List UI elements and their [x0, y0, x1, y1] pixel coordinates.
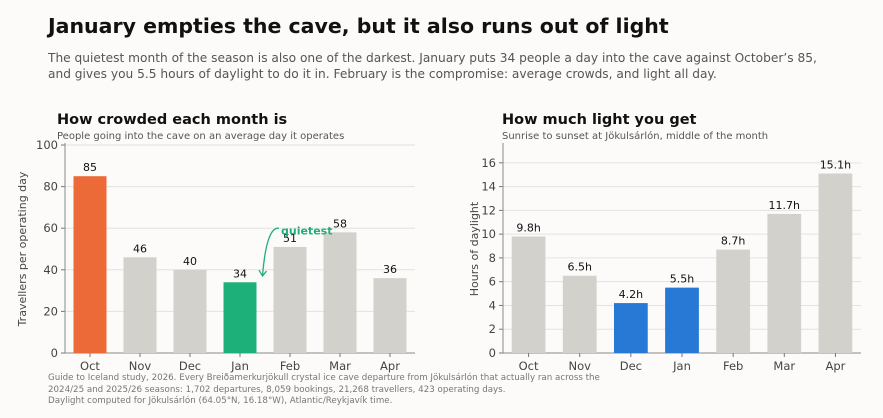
- footer-line-3: Daylight computed for Jökulsárlón (64.05…: [48, 396, 393, 406]
- bar-oct: [73, 176, 107, 353]
- data-label: 4.2h: [619, 288, 643, 301]
- y-tick-label: 60: [43, 221, 58, 235]
- x-tick-label: Feb: [280, 359, 300, 373]
- headline: January empties the cave, but it also ru…: [48, 14, 669, 38]
- data-label: 51: [283, 232, 297, 245]
- bar-dec: [173, 269, 207, 353]
- x-tick-label: Nov: [568, 359, 591, 373]
- y-tick-label: 0: [489, 346, 496, 360]
- bar-dec: [613, 303, 648, 353]
- dek: The quietest month of the season is also…: [48, 50, 848, 82]
- data-label: 8.7h: [721, 235, 745, 248]
- data-label: 9.8h: [516, 222, 540, 235]
- bar-nov: [562, 275, 597, 353]
- data-label: 34: [233, 267, 247, 280]
- data-label: 46: [133, 242, 147, 255]
- y-tick-label: 10: [481, 227, 496, 241]
- x-tick-label: Dec: [620, 359, 642, 373]
- data-label: 6.5h: [567, 261, 591, 274]
- footer-line-2: 2024/25 and 2025/26 seasons: 1,702 depar…: [48, 384, 506, 395]
- bar-feb: [716, 249, 751, 353]
- bar-mar: [767, 213, 802, 353]
- data-label: 85: [83, 161, 97, 174]
- y-tick-label: 100: [36, 138, 58, 152]
- annotation-label: quietest: [281, 224, 332, 237]
- footer-line-1: Guide to Iceland study, 2026. Every Brei…: [48, 373, 600, 383]
- chart-title: How much light you get: [502, 112, 697, 128]
- y-tick-label: 12: [481, 203, 496, 217]
- x-tick-label: Jan: [672, 359, 691, 373]
- x-tick-label: Oct: [80, 359, 100, 373]
- dek-line-2: and gives you 5.5 hours of daylight to d…: [48, 67, 717, 81]
- x-tick-label: Jan: [230, 359, 249, 373]
- chart-subtitle: People going into the cave on an average…: [57, 131, 344, 142]
- y-tick-label: 16: [481, 156, 496, 170]
- y-tick-label: 80: [43, 180, 58, 194]
- bar-jan: [665, 287, 699, 353]
- x-tick-label: Apr: [825, 359, 845, 373]
- x-tick-label: Oct: [519, 359, 539, 373]
- bar-nov: [123, 257, 157, 353]
- data-label: 5.5h: [670, 273, 694, 286]
- chart-subtitle: Sunrise to sunset at Jökulsárlón, middle…: [502, 130, 768, 142]
- bar-jan: [223, 282, 257, 353]
- y-tick-label: 6: [489, 275, 496, 289]
- x-tick-label: Apr: [380, 359, 400, 373]
- y-tick-label: 0: [51, 346, 58, 360]
- x-tick-label: Dec: [179, 359, 201, 373]
- y-tick-label: 40: [43, 263, 58, 277]
- x-tick-label: Nov: [129, 359, 152, 373]
- x-tick-label: Mar: [773, 359, 795, 373]
- y-tick-label: 14: [481, 180, 496, 194]
- y-tick-label: 4: [489, 298, 496, 312]
- y-tick-label: 8: [489, 251, 496, 265]
- data-label: 58: [333, 217, 347, 230]
- annotation-arrowhead: [258, 269, 268, 278]
- dek-line-1: The quietest month of the season is also…: [48, 51, 817, 65]
- y-axis-label: Hours of daylight: [468, 201, 481, 296]
- x-tick-label: Feb: [723, 359, 743, 373]
- y-tick-label: 20: [43, 304, 58, 318]
- annotation-arrow: [261, 227, 280, 277]
- bar-oct: [511, 236, 546, 353]
- data-label: 15.1h: [820, 159, 851, 172]
- footer-note: Guide to Iceland study, 2026. Every Brei…: [48, 373, 600, 408]
- bar-apr: [818, 173, 853, 353]
- y-axis-label: Travellers per operating day: [16, 171, 29, 327]
- bar-apr: [373, 278, 407, 353]
- chart-title: How crowded each month is: [57, 112, 287, 128]
- data-label: 36: [383, 263, 397, 276]
- x-tick-label: Mar: [329, 359, 351, 373]
- bar-mar: [323, 232, 357, 353]
- data-label: 11.7h: [769, 199, 800, 212]
- data-label: 40: [183, 255, 197, 268]
- bar-feb: [273, 246, 307, 353]
- y-tick-label: 2: [489, 322, 496, 336]
